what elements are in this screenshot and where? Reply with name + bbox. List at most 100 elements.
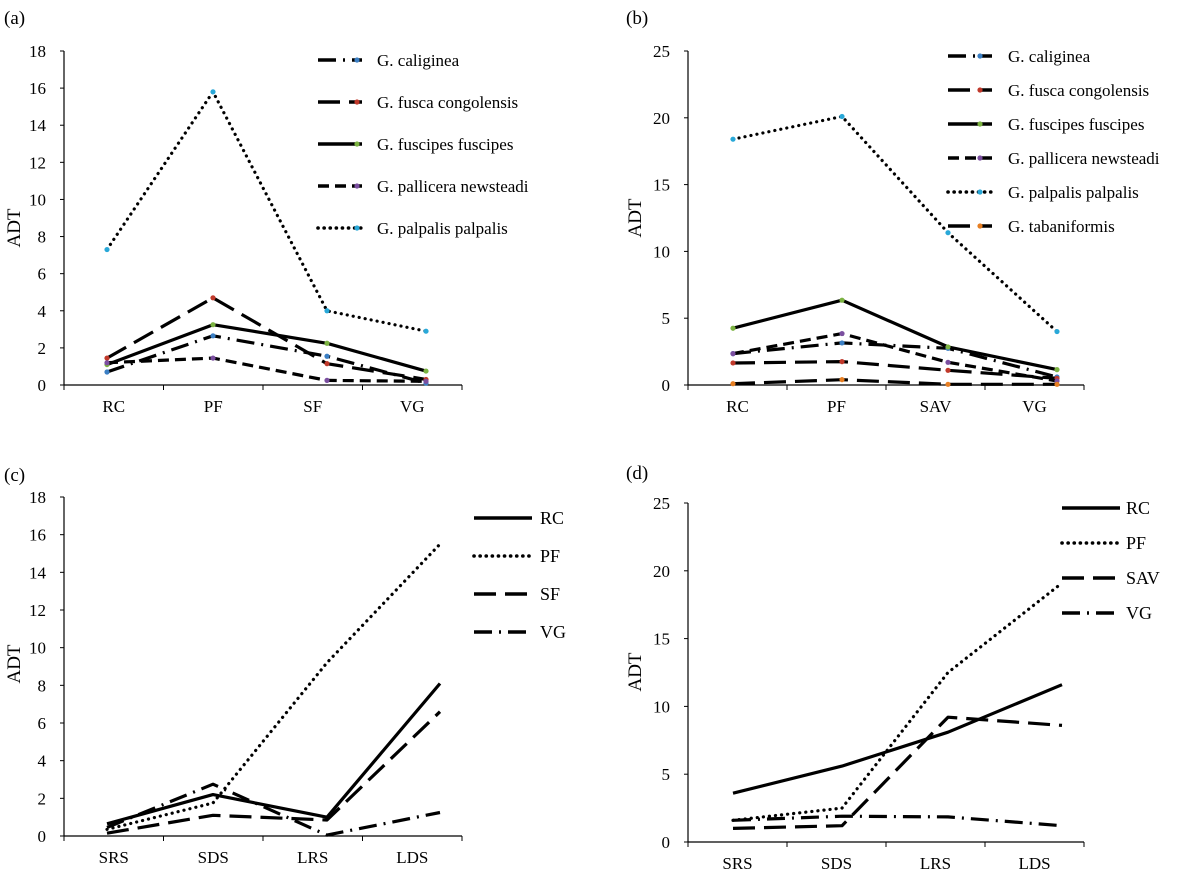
- x-tick-label: VG: [1022, 397, 1047, 416]
- y-tick-label: 14: [29, 116, 47, 135]
- data-point: [210, 355, 216, 361]
- x-tick-label: LRS: [920, 854, 951, 871]
- data-point: [839, 297, 845, 303]
- y-tick-label: 12: [29, 601, 46, 620]
- y-tick-label: 14: [29, 563, 47, 582]
- y-tick-label: 0: [38, 827, 47, 846]
- series-line-2: [105, 542, 442, 832]
- legend-marker: [354, 141, 360, 147]
- legend-label: G. fuscipes fuscipes: [377, 135, 513, 154]
- y-axis-label: ADT: [625, 652, 646, 691]
- x-tick-label: RC: [726, 397, 749, 416]
- y-tick-label: 10: [29, 639, 46, 658]
- series-line-4: [106, 356, 427, 383]
- series-line-1: [106, 334, 427, 385]
- legend-marker: [977, 121, 983, 127]
- data-point: [210, 322, 216, 328]
- series-line-3: [106, 710, 442, 835]
- x-tick-label: VG: [400, 397, 425, 416]
- y-tick-label: 20: [653, 109, 670, 128]
- legend-marker: [977, 223, 983, 229]
- legend-marker: [354, 183, 360, 189]
- series-line-2: [731, 581, 1064, 822]
- y-tick-label: 20: [653, 562, 670, 581]
- y-tick-label: 2: [38, 339, 47, 358]
- x-tick-label: SRS: [99, 848, 129, 867]
- legend-marker: [354, 225, 360, 231]
- y-tick-label: 8: [38, 676, 47, 695]
- y-tick-label: 15: [653, 176, 670, 195]
- legend-label: SAV: [1126, 568, 1160, 588]
- y-tick-label: 10: [653, 242, 670, 261]
- data-point: [1054, 367, 1060, 373]
- legend-marker: [977, 189, 983, 195]
- y-tick-label: 12: [29, 153, 46, 172]
- legend-marker: [354, 99, 360, 105]
- data-point: [839, 377, 845, 383]
- x-tick-label: PF: [204, 397, 223, 416]
- x-tick-label: SRS: [722, 854, 752, 871]
- panel-label: (a): [4, 8, 25, 29]
- legend-label: G. fusca congolensis: [1008, 81, 1149, 100]
- data-point: [324, 377, 330, 383]
- data-point: [730, 360, 736, 366]
- y-tick-label: 4: [38, 302, 47, 321]
- legend-label: G. pallicera newsteadi: [377, 177, 529, 196]
- data-point: [839, 330, 845, 337]
- data-point: [730, 351, 736, 357]
- series-line-4: [732, 814, 1063, 828]
- chart-panel-3: (c) ADT 0 2 4 6 8 10 12 14 16 18 SRS SDS LRS LDS RC PF SF V…: [4, 465, 566, 867]
- y-tick-label: 0: [662, 376, 671, 395]
- chart-panel-2: (b) ADT 0 5 10 15 20 25 RC PF SAV VG G. caliginea G. …: [625, 8, 1160, 416]
- series-line-4: [106, 782, 441, 837]
- data-point: [324, 361, 330, 367]
- series-line-5: [731, 114, 1059, 334]
- data-point: [1054, 328, 1060, 335]
- y-tick-label: 25: [653, 494, 670, 513]
- series-line-5: [105, 90, 428, 333]
- data-point: [104, 369, 110, 375]
- y-tick-label: 2: [38, 789, 47, 808]
- data-point: [730, 136, 736, 142]
- x-tick-label: SF: [303, 397, 322, 416]
- y-tick-label: 10: [29, 190, 46, 209]
- legend-label: RC: [540, 508, 564, 528]
- data-point: [730, 325, 736, 331]
- legend-label: SF: [540, 584, 560, 604]
- series-line-4: [732, 332, 1058, 383]
- legend-label: RC: [1126, 498, 1150, 518]
- y-axis-label: ADT: [625, 198, 646, 237]
- y-tick-label: 6: [38, 265, 47, 284]
- data-point: [945, 381, 951, 387]
- data-point: [730, 381, 736, 387]
- legend-label: PF: [1126, 533, 1146, 553]
- data-point: [324, 353, 330, 359]
- panel-label: (c): [4, 465, 25, 486]
- data-point: [423, 378, 429, 384]
- legend-label: G. palpalis palpalis: [377, 219, 508, 238]
- series-line-1: [732, 341, 1058, 379]
- legend-label: G. fuscipes fuscipes: [1008, 115, 1144, 134]
- x-tick-label: SAV: [920, 397, 953, 416]
- y-tick-label: 0: [662, 833, 671, 852]
- series-line-6: [732, 378, 1057, 386]
- legend-label: G. caliginea: [1008, 47, 1091, 66]
- data-point: [945, 230, 951, 236]
- series-line-1: [732, 683, 1063, 795]
- data-point: [945, 344, 951, 350]
- y-tick-label: 10: [653, 697, 670, 716]
- data-point: [210, 295, 216, 301]
- y-tick-label: 18: [29, 42, 46, 61]
- series-line-2: [732, 360, 1058, 380]
- chart-panel-4: (d) ADT 0 5 10 15 20 25 SRS SDS LRS LDS RC PF SAV VG: [625, 463, 1160, 871]
- chart-panel-1: (a) ADT 0 2 4 6 8 10 12 14 16 18 RC PF SF VG G. caligine…: [4, 8, 529, 416]
- legend-label: G. fusca congolensis: [377, 93, 518, 112]
- data-point: [324, 340, 330, 346]
- y-tick-label: 25: [653, 42, 670, 61]
- y-tick-label: 5: [662, 765, 671, 784]
- legend-label: G. palpalis palpalis: [1008, 183, 1139, 202]
- y-tick-label: 5: [662, 309, 671, 328]
- data-point: [423, 368, 429, 374]
- series-line-3: [732, 715, 1063, 830]
